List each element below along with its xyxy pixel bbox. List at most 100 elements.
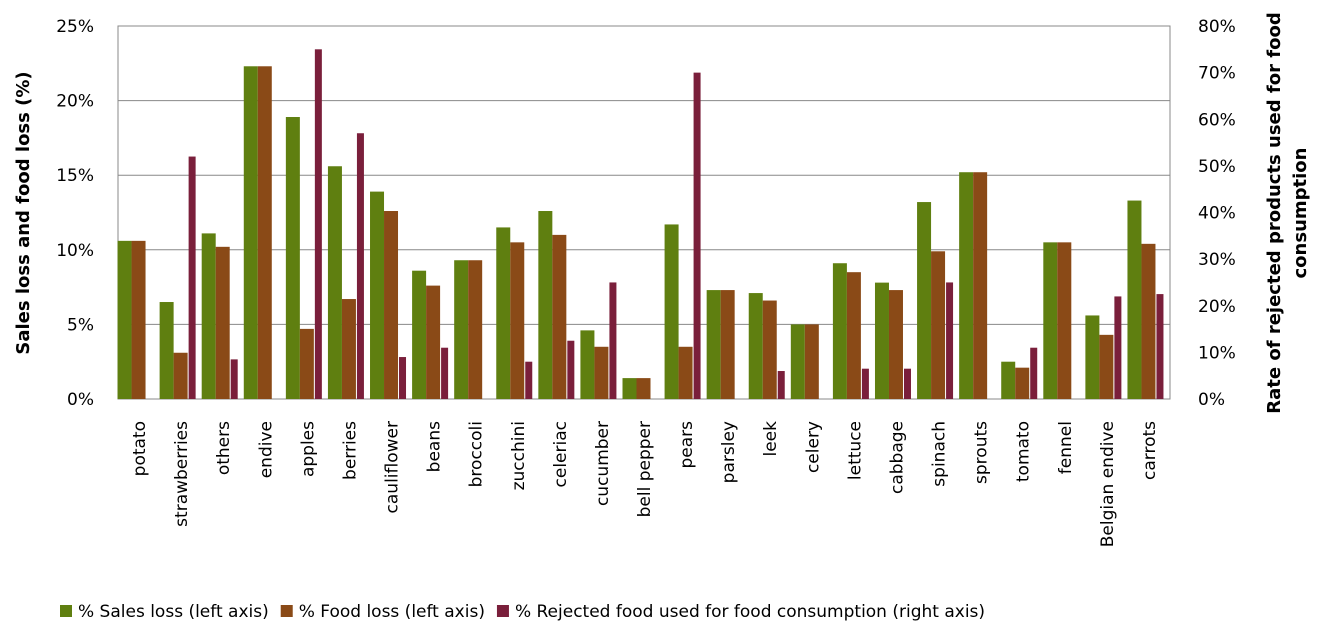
bar-left-s1: [846, 272, 861, 399]
category-label: others: [214, 421, 234, 475]
right-tick-label: 70%: [1198, 64, 1236, 84]
category-label: Belgian endive: [1098, 421, 1118, 547]
bar-right-s2: [861, 368, 869, 399]
category-label: zucchini: [509, 421, 529, 490]
bar-left-s0: [159, 302, 174, 399]
bar-right-s2: [777, 371, 785, 399]
bar-left-s1: [973, 172, 988, 399]
category-label: lettuce: [845, 421, 865, 480]
bar-left-s1: [678, 346, 693, 399]
bar-left-s1: [468, 260, 483, 399]
bar-left-s0: [1127, 200, 1142, 399]
bar-right-s2: [1030, 347, 1038, 399]
bar-left-s0: [538, 211, 553, 399]
bar-left-s0: [959, 172, 974, 399]
right-axis-ticks: 0% 10% 20% 30% 40% 50% 60% 70% 80%: [1198, 17, 1236, 410]
category-label: celery: [803, 421, 823, 473]
bar-left-s1: [173, 352, 188, 399]
bar-left-s0: [874, 282, 889, 399]
legend-swatch: [280, 605, 293, 617]
bar-left-s1: [384, 211, 399, 399]
bar-left-s1: [762, 300, 777, 399]
left-axis-ticks: 0% 5% 10% 15% 20% 25%: [56, 17, 94, 410]
bar-left-s1: [131, 240, 146, 399]
bar-left-s1: [341, 299, 356, 399]
bar-left-s1: [215, 246, 230, 399]
bar-right-s2: [567, 340, 575, 399]
legend-label: % Sales loss (left axis): [78, 602, 269, 622]
category-label: broccoli: [467, 421, 487, 487]
legend-label: % Food loss (left axis): [299, 602, 485, 622]
right-tick-label: 10%: [1198, 343, 1236, 363]
plot-area-frame: [117, 25, 1171, 400]
category-label: bell pepper: [635, 421, 655, 517]
bar-right-s2: [609, 282, 617, 399]
bar-right-s2: [525, 361, 533, 399]
bar-left-s1: [257, 66, 272, 399]
category-label: spinach: [930, 421, 950, 487]
bar-left-s0: [243, 66, 258, 399]
category-label: beans: [425, 421, 445, 472]
legend-swatch: [60, 605, 72, 617]
bar-left-s0: [370, 191, 385, 399]
left-tick-label: 20%: [56, 92, 94, 112]
bar-left-s0: [748, 293, 763, 399]
category-label: parsley: [719, 421, 739, 483]
bar-left-s1: [510, 242, 525, 399]
category-label: berries: [340, 421, 360, 480]
right-tick-label: 40%: [1198, 204, 1236, 224]
category-label: potato: [130, 421, 150, 476]
bar-left-s0: [790, 324, 805, 399]
right-axis-title: Rate of rejected products used for food c…: [1264, 12, 1311, 413]
bar-right-s2: [1156, 294, 1164, 399]
left-tick-label: 15%: [56, 166, 94, 186]
bar-left-s0: [664, 224, 679, 399]
bar-right-s2: [441, 347, 449, 399]
legend: % Sales loss (left axis) % Food loss (lef…: [60, 602, 985, 622]
bar-right-s2: [693, 72, 701, 400]
bar-left-s0: [201, 233, 216, 399]
bar-left-s0: [327, 166, 342, 399]
category-label: pears: [677, 421, 697, 469]
category-label: celeriac: [551, 421, 571, 487]
bar-left-s0: [285, 117, 300, 399]
left-tick-label: 25%: [56, 17, 94, 37]
category-label: cabbage: [888, 421, 908, 494]
bar-left-s0: [706, 290, 721, 399]
bar-left-s1: [299, 328, 314, 399]
category-label: leek: [761, 421, 781, 457]
bar-left-s0: [832, 263, 847, 399]
bar-right-s2: [946, 282, 954, 399]
right-tick-label: 20%: [1198, 297, 1236, 317]
bar-left-s0: [412, 270, 427, 399]
bar-left-s0: [1085, 315, 1100, 399]
left-axis-title: Sales loss and food loss (%): [13, 71, 34, 354]
bar-left-s0: [496, 227, 511, 399]
bar-left-s1: [594, 346, 609, 399]
bar-right-s2: [230, 359, 238, 399]
bar-right-s2: [903, 368, 911, 399]
bar-left-s1: [720, 290, 735, 399]
bar-left-s0: [622, 378, 637, 399]
category-label: strawberries: [172, 421, 192, 527]
bar-left-s0: [917, 202, 932, 399]
bar-left-s1: [1015, 367, 1030, 399]
right-tick-label: 80%: [1198, 17, 1236, 37]
bar-left-s0: [454, 260, 469, 399]
right-tick-label: 60%: [1198, 110, 1236, 130]
bar-left-s1: [888, 290, 903, 399]
bar-left-s1: [1099, 334, 1114, 399]
bar-left-s1: [426, 285, 441, 399]
bar-right-s2: [188, 156, 196, 399]
gridlines: [118, 100, 1170, 325]
category-label: fennel: [1056, 421, 1076, 474]
bar-left-s1: [804, 324, 819, 399]
bar-left-s1: [931, 251, 946, 399]
category-label: sprouts: [972, 421, 992, 484]
category-label: tomato: [1014, 421, 1034, 482]
category-label: endive: [256, 421, 276, 478]
bar-right-s2: [314, 49, 322, 400]
bar-right-s2: [356, 133, 364, 400]
bar-right-s2: [399, 357, 407, 399]
bars: [117, 49, 1164, 400]
